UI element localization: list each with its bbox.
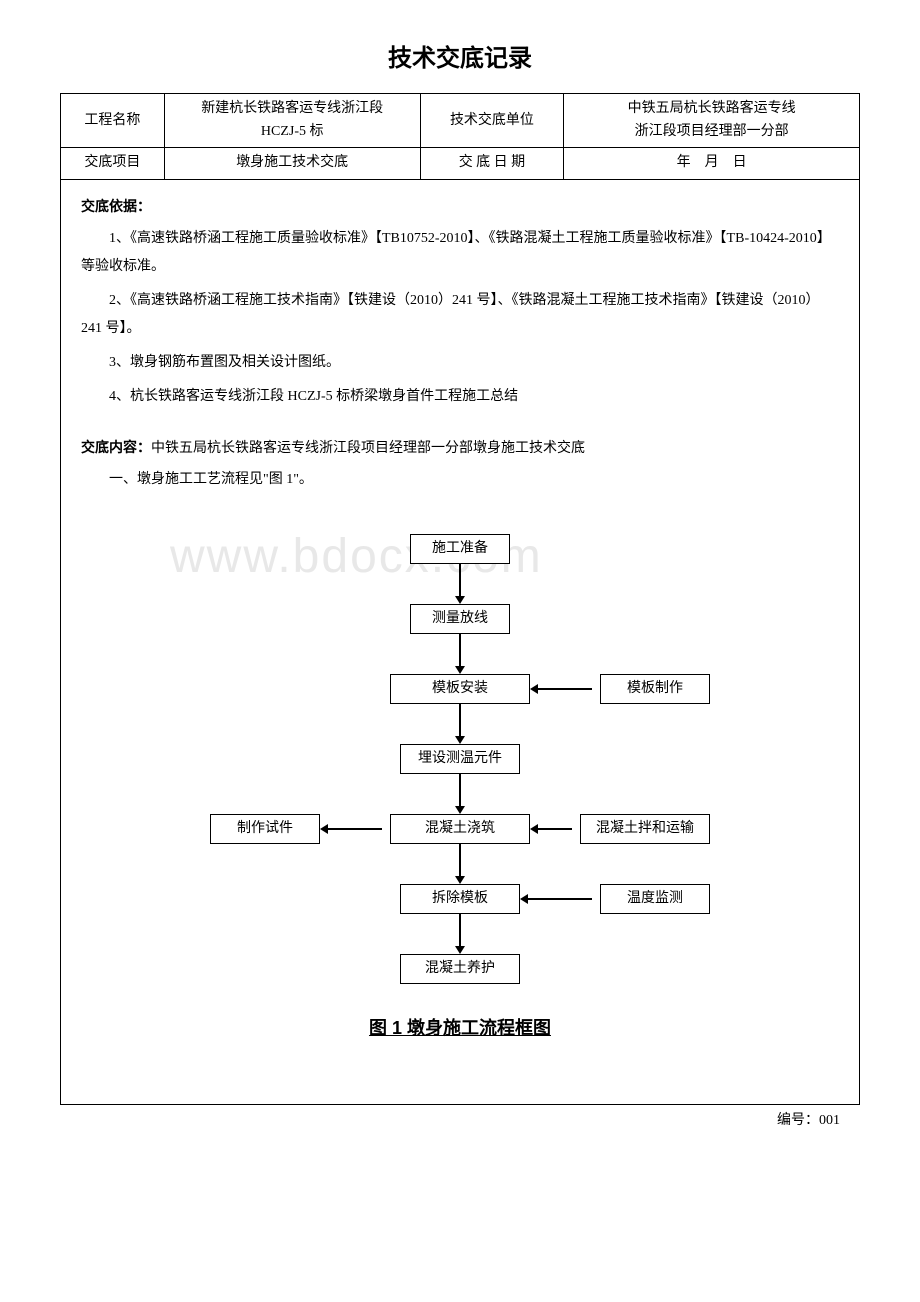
arrow-head-down-icon xyxy=(455,946,465,954)
basis-para-1: 1、《高速铁路桥涵工程施工质量验收标准》【TB10752-2010】、《铁路混凝… xyxy=(81,225,839,281)
flow-node-n4: 埋设测温元件 xyxy=(400,744,520,774)
content-para-1: 一、墩身施工工艺流程见"图 1"。 xyxy=(81,466,839,494)
flow-node-n3: 模板安装 xyxy=(390,674,530,704)
arrow-line xyxy=(538,688,592,690)
header-table: 工程名称 新建杭长铁路客运专线浙江段 HCZJ-5 标 技术交底单位 中铁五局杭… xyxy=(60,93,860,179)
cell-item-value: 墩身施工技术交底 xyxy=(164,148,420,179)
flow-node-n1: 施工准备 xyxy=(410,534,510,564)
basis-heading-text: 交底依据： xyxy=(81,198,151,214)
basis-para-3: 3、墩身钢筋布置图及相关设计图纸。 xyxy=(81,349,839,377)
basis-para-2: 2、《高速铁路桥涵工程施工技术指南》【铁建设（2010）241 号】、《铁路混凝… xyxy=(81,287,839,343)
cell-line: 浙江段项目经理部一分部 xyxy=(635,124,789,139)
arrow-line xyxy=(528,898,592,900)
cell-unit-label: 技术交底单位 xyxy=(420,94,564,148)
cell-date-label: 交 底 日 期 xyxy=(420,148,564,179)
cell-project-name-label: 工程名称 xyxy=(61,94,165,148)
cell-date-value: 年 月 日 xyxy=(564,148,860,179)
arrow-head-down-icon xyxy=(455,596,465,604)
arrow-head-down-icon xyxy=(455,806,465,814)
footer-code: 编号：001 xyxy=(60,1110,860,1132)
arrow-line xyxy=(459,704,461,736)
cell-project-name-value: 新建杭长铁路客运专线浙江段 HCZJ-5 标 xyxy=(164,94,420,148)
arrow-head-left-icon xyxy=(530,684,538,694)
arrow-head-left-icon xyxy=(530,824,538,834)
arrow-line xyxy=(459,564,461,596)
arrow-head-down-icon xyxy=(455,666,465,674)
arrow-line xyxy=(328,828,382,830)
flow-node-s4: 温度监测 xyxy=(600,884,710,914)
arrow-line xyxy=(459,914,461,946)
flow-node-n6: 拆除模板 xyxy=(400,884,520,914)
cell-line: 中铁五局杭长铁路客运专线 xyxy=(628,101,796,116)
arrow-head-down-icon xyxy=(455,876,465,884)
flow-node-s3: 混凝土拌和运输 xyxy=(580,814,710,844)
arrow-line xyxy=(459,774,461,806)
arrow-line xyxy=(459,634,461,666)
content-heading-line: 交底内容：中铁五局杭长铁路客运专线浙江段项目经理部一分部墩身施工技术交底 xyxy=(81,436,839,460)
cell-line: 新建杭长铁路客运专线浙江段 xyxy=(201,101,383,116)
arrow-head-left-icon xyxy=(320,824,328,834)
cell-item-label: 交底项目 xyxy=(61,148,165,179)
arrow-head-down-icon xyxy=(455,736,465,744)
flow-node-s2: 制作试件 xyxy=(210,814,320,844)
flow-node-n7: 混凝土养护 xyxy=(400,954,520,984)
flow-node-s1: 模板制作 xyxy=(600,674,710,704)
table-row: 工程名称 新建杭长铁路客运专线浙江段 HCZJ-5 标 技术交底单位 中铁五局杭… xyxy=(61,94,860,148)
table-row: 交底项目 墩身施工技术交底 交 底 日 期 年 月 日 xyxy=(61,148,860,179)
cell-line: HCZJ-5 标 xyxy=(261,124,324,139)
figure-caption: 图 1 墩身施工流程框图 xyxy=(200,1014,720,1043)
arrow-head-left-icon xyxy=(520,894,528,904)
flow-node-n2: 测量放线 xyxy=(410,604,510,634)
flow-node-n5: 混凝土浇筑 xyxy=(390,814,530,844)
basis-heading: 交底依据： xyxy=(81,195,839,219)
flowchart: www.bdocx.com 施工准备 测量放线 模板安装 埋设测温元件 混凝土浇… xyxy=(200,534,720,1074)
basis-para-4: 4、杭长铁路客运专线浙江段 HCZJ-5 标桥梁墩身首件工程施工总结 xyxy=(81,383,839,411)
arrow-line xyxy=(459,844,461,876)
arrow-line xyxy=(538,828,572,830)
cell-unit-value: 中铁五局杭长铁路客运专线 浙江段项目经理部一分部 xyxy=(564,94,860,148)
content-box: 交底依据： 1、《高速铁路桥涵工程施工质量验收标准》【TB10752-2010】… xyxy=(60,180,860,1106)
content-intro: 中铁五局杭长铁路客运专线浙江段项目经理部一分部墩身施工技术交底 xyxy=(151,441,585,456)
content-heading: 交底内容： xyxy=(81,439,151,455)
page-title: 技术交底记录 xyxy=(60,40,860,78)
